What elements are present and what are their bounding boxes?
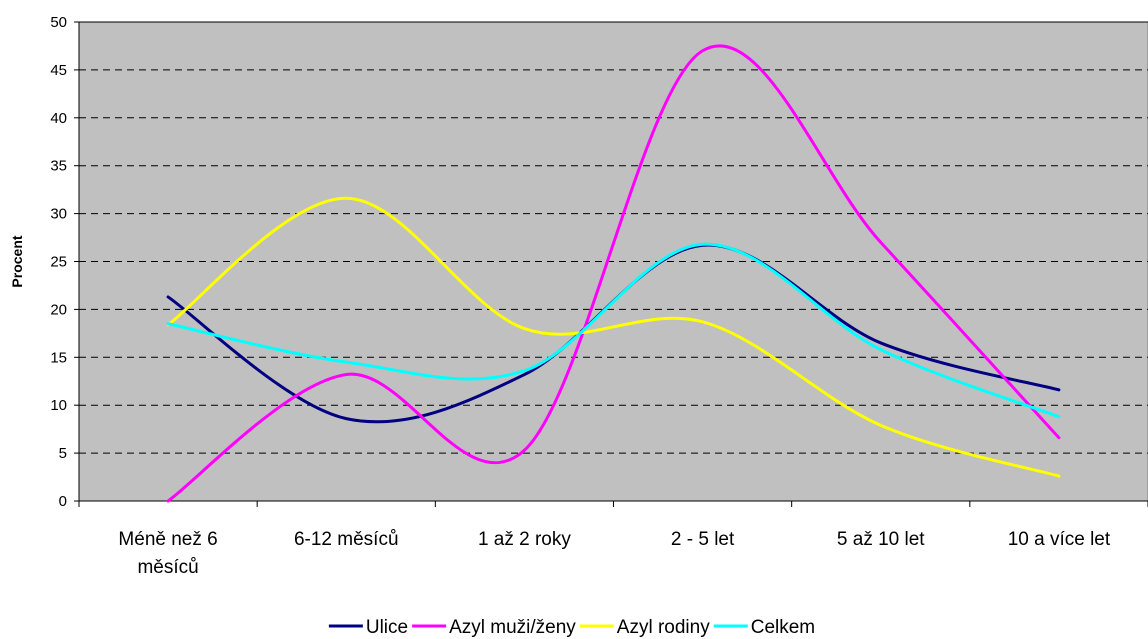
y-tick-label: 25	[50, 254, 67, 271]
legend-label: Celkem	[751, 617, 815, 638]
y-axis-title: Procent	[9, 235, 25, 287]
x-tick-labels: Méně než 6 měsíců 6-12 měsíců 1 až 2 roky 2 …	[118, 529, 1110, 578]
y-tick-label: 40	[50, 110, 67, 127]
x-tick-label: 6-12 měsíců	[294, 529, 399, 550]
series-line-azyl-mu-i-eny	[166, 44, 1061, 503]
legend: Ulice Azyl muži/ženy Azyl rodiny Celkem	[328, 617, 815, 638]
legend-label: Ulice	[366, 617, 408, 638]
series-line-azyl-rodiny	[166, 196, 1061, 478]
y-tick-label: 30	[50, 206, 67, 223]
y-tick-label: 35	[50, 158, 67, 175]
legend-label: Azyl rodiny	[617, 617, 710, 638]
y-tick-label: 15	[50, 349, 67, 366]
x-tick-label: Méně než 6 měsíců	[118, 529, 217, 578]
series-lines	[166, 44, 1061, 503]
y-tick-label: 20	[50, 301, 67, 318]
x-tick-label: 10 a více let	[1008, 529, 1111, 550]
y-tick-label: 45	[50, 62, 67, 79]
x-tick-label: 1 až 2 roky	[478, 529, 571, 550]
axes	[74, 21, 1148, 507]
y-tick-label: 5	[59, 445, 67, 462]
legend-label: Azyl muži/ženy	[449, 617, 576, 638]
y-tick-label: 10	[50, 397, 67, 414]
x-tick-label: 5 až 10 let	[837, 529, 925, 550]
y-tick-labels: 0 5 10 15 20 25 30 35 40 45 50	[50, 14, 67, 510]
y-tick-label: 50	[50, 14, 67, 31]
y-tick-label: 0	[59, 493, 67, 510]
x-tick-label: 2 - 5 let	[671, 529, 735, 550]
series-line-celkem	[166, 242, 1061, 419]
